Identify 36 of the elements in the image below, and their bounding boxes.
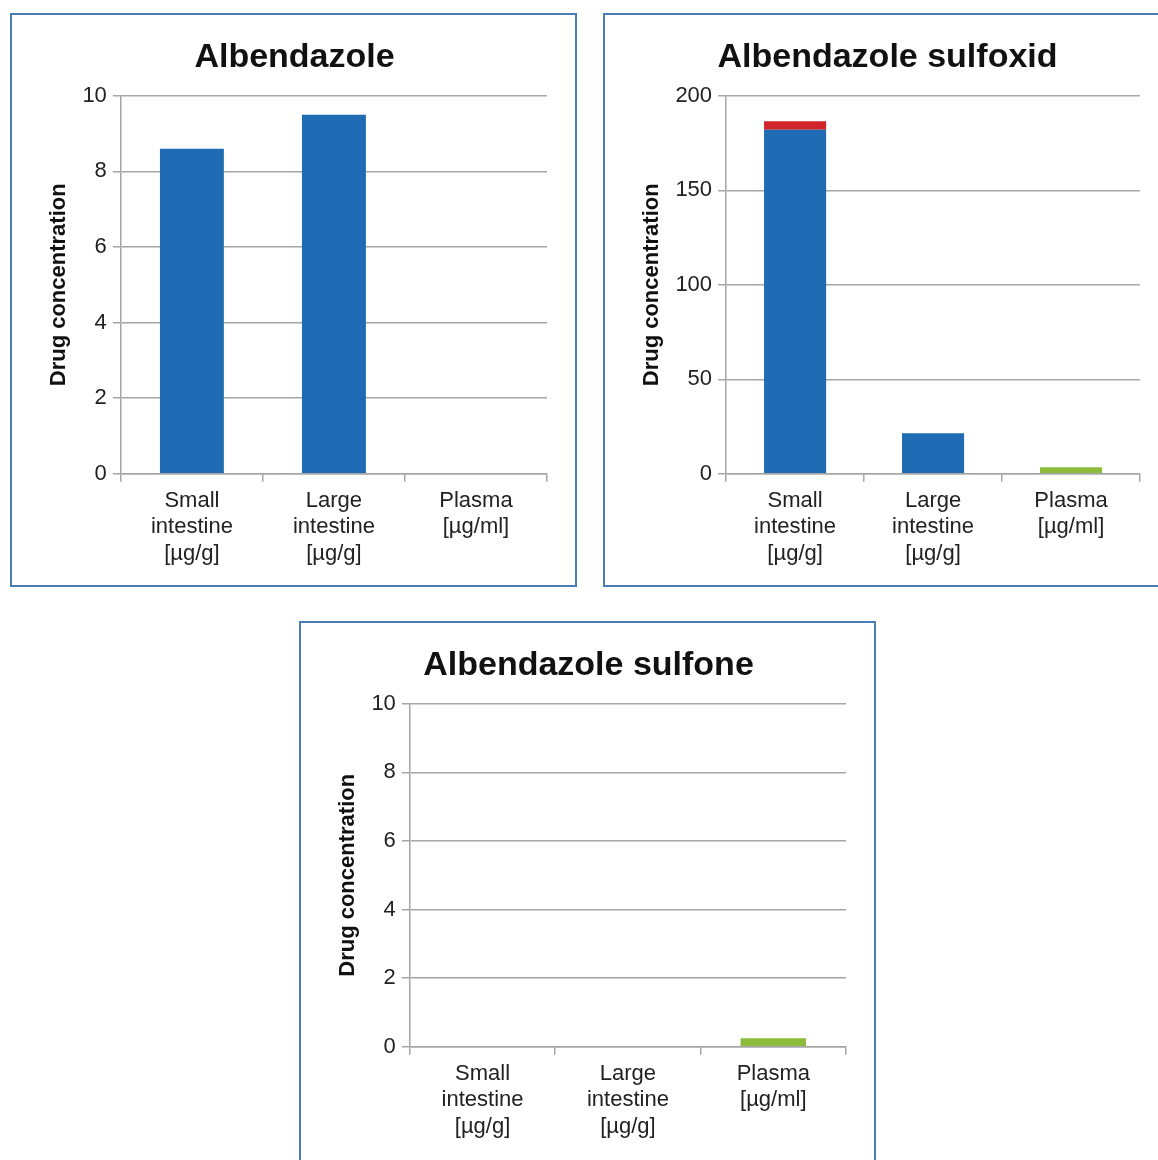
x-tick-label: Large intestine [µg/g] (292, 487, 375, 565)
y-tick-label: 8 (94, 157, 107, 183)
y-tick-label: 4 (94, 308, 107, 334)
y-tick-label: 2 (94, 384, 107, 410)
y-axis-title: Drug concentration (45, 183, 71, 387)
y-tick-label: 0 (383, 1032, 396, 1058)
y-tick-label: 6 (94, 233, 107, 259)
x-tick-label: Plasma [µg/ml] (439, 487, 514, 539)
y-tick-label: 6 (383, 827, 396, 853)
y-tick-label: 4 (383, 895, 396, 921)
y-tick-label: 8 (383, 758, 396, 784)
x-tick-label: Small intestine [µg/g] (150, 487, 233, 565)
y-tick-label: 10 (82, 81, 107, 107)
bar (764, 129, 827, 474)
x-tick-label: Small intestine [µg/g] (754, 487, 837, 565)
y-tick-label: 0 (94, 459, 107, 485)
bar (764, 121, 827, 130)
x-tick-label: Plasma [µg/ml] (1034, 487, 1109, 539)
chart-title: Albendazole (194, 35, 395, 74)
chart-title: Albendazole sulfone (423, 643, 754, 682)
y-tick-label: 100 (675, 270, 713, 296)
x-tick-label: Large intestine [µg/g] (586, 1060, 669, 1138)
y-tick-label: 50 (687, 365, 713, 391)
x-tick-label: Small intestine [µg/g] (441, 1060, 524, 1138)
y-tick-label: 200 (675, 81, 713, 107)
y-axis-title: Drug concentration (638, 183, 664, 387)
y-tick-label: 2 (383, 964, 396, 990)
y-tick-label: 0 (699, 459, 713, 485)
bar (902, 433, 965, 474)
x-tick-label: Large intestine [µg/g] (892, 487, 975, 565)
y-axis-title: Drug concentration (334, 773, 360, 977)
bar (1039, 467, 1103, 474)
y-tick-label: 150 (675, 176, 713, 202)
y-tick-label: 10 (371, 689, 396, 715)
x-tick-label: Plasma [µg/ml] (736, 1060, 811, 1112)
chart-title: Albendazole sulfoxid (717, 35, 1058, 74)
